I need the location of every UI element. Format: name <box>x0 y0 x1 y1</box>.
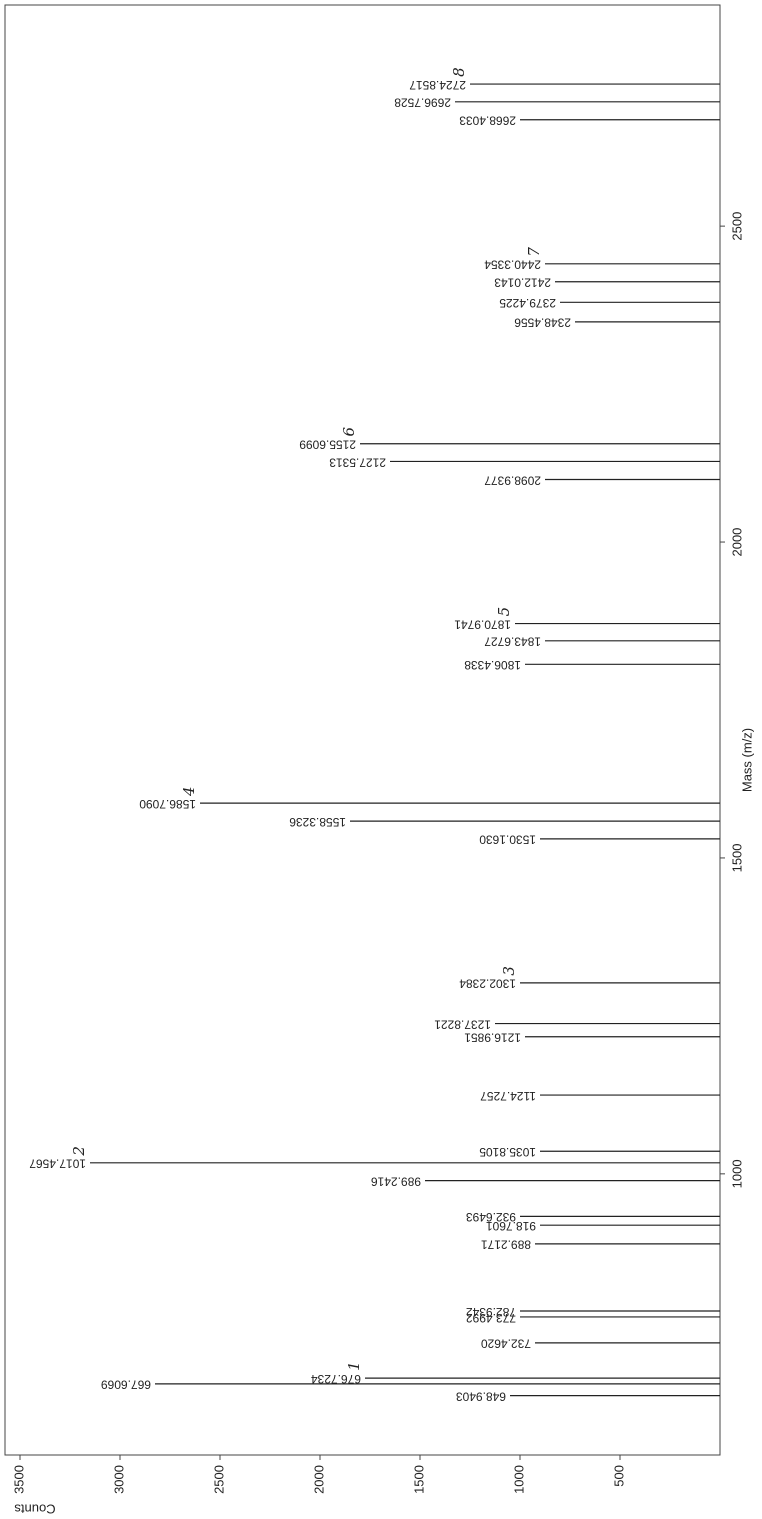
peak-label: 2696.7528 <box>394 96 451 110</box>
y-tick-label: 500 <box>611 1465 626 1487</box>
y-tick-label: 1000 <box>511 1465 526 1494</box>
peak-label: 2155.6099 <box>299 438 356 452</box>
peak-label: 667.6069 <box>101 1378 151 1392</box>
x-axis-title: Mass (m/z) <box>739 728 754 792</box>
x-tick-label: 2500 <box>729 212 744 241</box>
peak-label: 732.4620 <box>481 1337 531 1351</box>
y-axis-title: Counts <box>14 1502 56 1517</box>
peak-label: 1035.8105 <box>479 1145 536 1159</box>
peak-label: 2098.9377 <box>484 473 541 487</box>
peak-label: 2724.8517 <box>409 78 466 92</box>
annotation: 2 <box>70 1146 88 1157</box>
annotation: 5 <box>495 607 513 617</box>
y-tick-label: 3000 <box>111 1465 126 1494</box>
annotation: 3 <box>500 966 518 976</box>
peak-label: 1586.7090 <box>139 797 196 811</box>
peak-label: 676.7234 <box>311 1372 361 1386</box>
peak-label: 2440.3354 <box>484 258 541 272</box>
x-tick-label: 2000 <box>729 528 744 557</box>
peak-label: 918.7601 <box>486 1219 536 1233</box>
annotation: 8 <box>450 67 468 77</box>
peak-label: 1237.8221 <box>434 1017 491 1031</box>
peak-label: 773.4992 <box>466 1311 516 1325</box>
peak-label: 2668.4033 <box>459 114 516 128</box>
peak-label: 989.2416 <box>371 1174 421 1188</box>
peak-label: 1216.9851 <box>464 1031 521 1045</box>
peak-label: 2127.5313 <box>329 455 386 469</box>
x-tick-label: 1500 <box>729 843 744 872</box>
y-tick-label: 2000 <box>311 1465 326 1494</box>
peak-label: 889.2171 <box>481 1238 531 1252</box>
y-tick-label: 3500 <box>11 1465 26 1494</box>
peak-label: 1530.1630 <box>479 833 536 847</box>
peak-label: 2379.4225 <box>499 296 556 310</box>
peak-label: 782.9342 <box>466 1305 516 1319</box>
annotation: 4 <box>180 786 198 797</box>
peak-label: 1017.4567 <box>29 1157 86 1171</box>
annotation: 6 <box>340 426 358 436</box>
peak-label: 648.9403 <box>456 1389 506 1403</box>
peak-label: 2412.0143 <box>494 276 551 290</box>
peak-label: 1843.6727 <box>484 635 541 649</box>
peak-label: 932.6493 <box>466 1210 516 1224</box>
peak-label: 1124.7257 <box>480 1089 536 1103</box>
peak-label: 1806.4338 <box>464 658 521 672</box>
y-tick-label: 1500 <box>411 1465 426 1494</box>
x-tick-label: 1000 <box>729 1159 744 1188</box>
annotation: 7 <box>525 247 543 257</box>
y-tick-label: 2500 <box>211 1465 226 1494</box>
plot-frame <box>4 4 721 1456</box>
peak-label: 1302.2384 <box>459 977 516 991</box>
peak-label: 1558.3236 <box>289 815 346 829</box>
annotation: 1 <box>345 1361 363 1371</box>
peak-label: 1870.9741 <box>454 617 511 631</box>
peak-label: 2348.4556 <box>514 316 571 330</box>
